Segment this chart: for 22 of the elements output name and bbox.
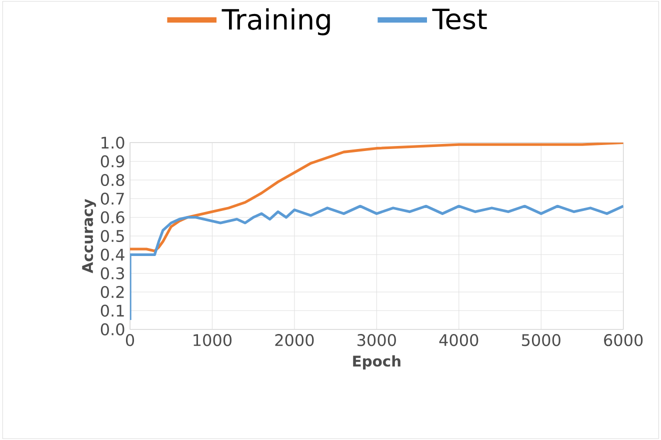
y-tick-label: 0.6 xyxy=(100,211,124,224)
x-tick-label: 0 xyxy=(126,334,134,346)
x-tick-label: 4000 xyxy=(439,334,478,346)
y-tick-label: 1.0 xyxy=(102,136,124,149)
y-tick-label: 0.4 xyxy=(100,248,124,261)
y-tick-label: 0.8 xyxy=(100,174,124,186)
y-tick-label: 0.7 xyxy=(100,192,124,205)
x-tick-label: 2000 xyxy=(275,334,314,346)
legend-label: Test xyxy=(432,8,487,30)
y-tick-label: 0.5 xyxy=(100,230,124,242)
y-axis-title: Accuracy xyxy=(82,198,96,274)
legend-label: Training xyxy=(222,8,330,36)
x-tick-label: 3000 xyxy=(358,334,396,346)
y-tick-label: 0.3 xyxy=(100,267,124,280)
y-tick-label: 0.9 xyxy=(100,155,124,168)
x-axis-title: Epoch xyxy=(353,355,400,370)
y-tick-label: 0.2 xyxy=(100,286,124,298)
x-tick-label: 5000 xyxy=(522,334,560,346)
y-tick-label: 0.0 xyxy=(100,323,124,336)
x-tick-label: 6000 xyxy=(604,334,643,346)
x-tick-label: 1000 xyxy=(194,334,232,346)
y-tick-label: 0.1 xyxy=(100,304,124,317)
